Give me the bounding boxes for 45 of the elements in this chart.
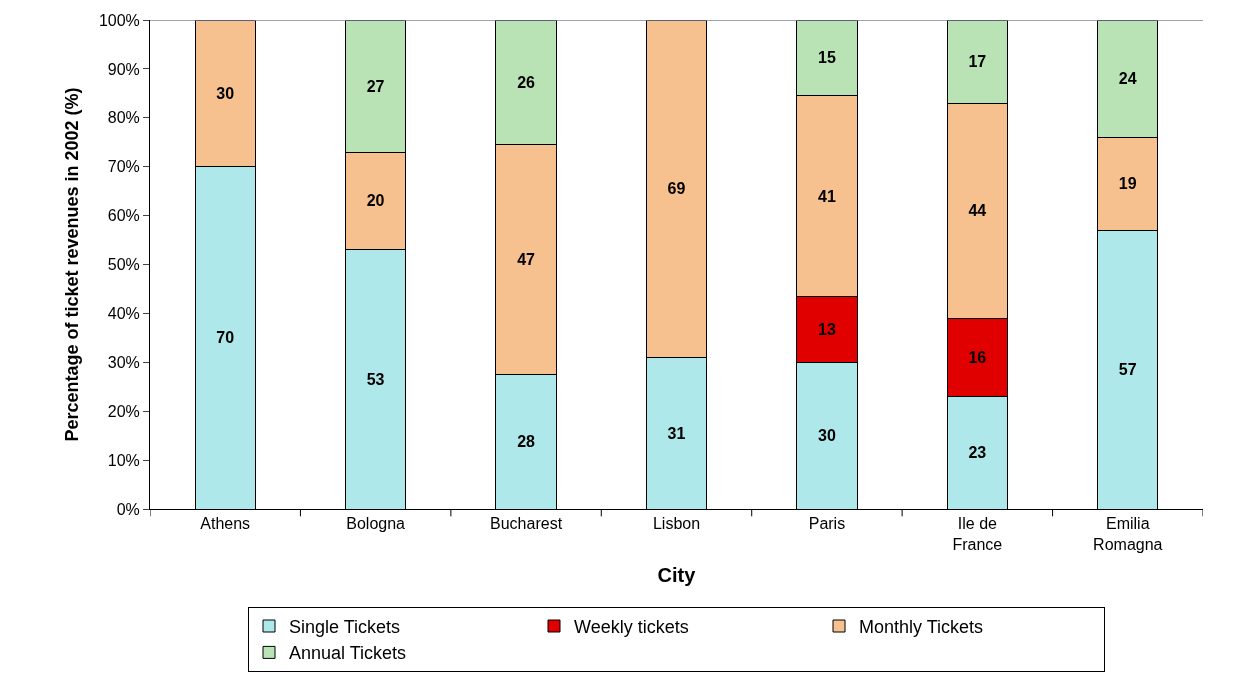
legend-label: Single Tickets	[289, 617, 401, 638]
legend-label: Weekly tickets	[574, 617, 689, 638]
x-axis-title: City	[657, 563, 697, 586]
y-tick-label: 60%	[107, 207, 140, 225]
data-label: 13	[817, 320, 836, 338]
data-label: 23	[968, 444, 987, 462]
y-tick-label: 100%	[98, 11, 140, 29]
data-label: 69	[667, 180, 686, 198]
y-tick-label: 0%	[116, 500, 140, 518]
data-label: 30	[216, 84, 235, 102]
y-tick-label: 80%	[107, 109, 140, 127]
data-label: 27	[366, 77, 385, 95]
y-axis-title: Percentage of ticket revenues in 2002 (%)	[62, 87, 83, 442]
legend-label: Monthly Tickets	[859, 617, 984, 638]
y-tick-label: 40%	[107, 305, 140, 322]
data-label: 30	[817, 427, 836, 445]
data-label: 31	[667, 424, 686, 442]
y-tick-label: 70%	[107, 158, 140, 176]
y-tick-label: 50%	[107, 256, 140, 274]
x-tick-label: Lisbon	[652, 515, 701, 533]
data-label: 16	[968, 348, 987, 366]
data-label: 26	[517, 73, 536, 91]
x-tick-label: Emilia Romagna	[1093, 515, 1163, 553]
y-tick-label: 10%	[107, 451, 140, 469]
x-tick-label: Bucharest	[490, 515, 563, 533]
data-label: 44	[968, 202, 987, 220]
data-label: 15	[817, 49, 836, 67]
y-tick-label: 30%	[107, 353, 140, 371]
x-tick-label: Paris	[808, 515, 846, 533]
data-label: 41	[817, 187, 836, 205]
data-label: 53	[366, 370, 385, 388]
y-tick-label: 90%	[107, 60, 140, 78]
data-label: 19	[1118, 175, 1137, 193]
data-label: 28	[517, 433, 536, 451]
data-label: 70	[216, 329, 235, 347]
data-label: 24	[1118, 70, 1137, 88]
x-tick-label: Ile de France	[952, 515, 1003, 553]
y-tick-label: 20%	[107, 402, 140, 420]
data-label: 47	[517, 251, 536, 269]
x-tick-label: Athens	[200, 515, 251, 533]
x-tick-label: Bologna	[346, 515, 406, 533]
legend-label: Annual Tickets	[289, 643, 407, 664]
data-label: 20	[366, 192, 385, 210]
data-label: 17	[968, 53, 987, 71]
data-label: 57	[1118, 361, 1137, 379]
